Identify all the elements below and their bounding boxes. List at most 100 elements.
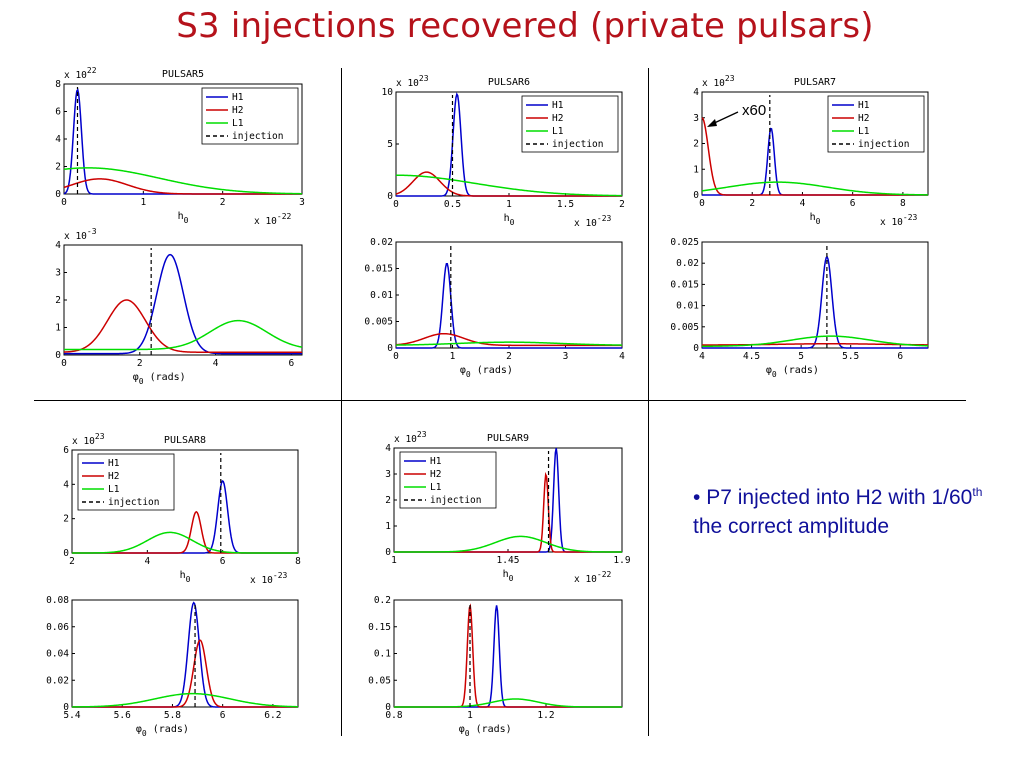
y-tick-label: 0 [387, 191, 393, 202]
x-tick-label: 0 [393, 199, 399, 210]
x-tick-label: 8 [900, 198, 906, 209]
series-l1-curve [396, 174, 623, 197]
x60-annotation: x60 [742, 102, 767, 119]
y-tick-label: 0.02 [676, 258, 699, 269]
y-tick-label: 1 [693, 164, 699, 175]
legend-label-injection: injection [232, 131, 283, 142]
y-tick-label: 0 [385, 702, 391, 713]
y-tick-label: 0.2 [374, 595, 391, 606]
y-tick-label: 10 [382, 87, 394, 98]
note-superscript: th [972, 485, 983, 499]
axes-frame [701, 241, 929, 349]
legend-label-h2: H2 [552, 113, 563, 124]
series-l1-curve [72, 531, 298, 554]
y-tick-label: 4 [693, 87, 699, 98]
series-l1-curve [702, 335, 929, 347]
plot-title: PULSAR7 [794, 77, 836, 88]
y-tick-label: 0 [63, 548, 69, 559]
y-tick-label: 2 [385, 495, 391, 506]
note-text: • P7 injected into H2 with 1/60th the co… [693, 478, 993, 541]
x-tick-label: 6 [850, 198, 856, 209]
y-tick-label: 0 [63, 702, 69, 713]
y-tick-label: 0.04 [46, 649, 69, 660]
x-tick-label: 4.5 [743, 351, 760, 362]
series-h1-curve [72, 601, 298, 708]
legend: H1 H2 L1 injection [827, 95, 925, 153]
x-axis-label: φ0 (rads) [133, 372, 186, 386]
vertical-divider-left [341, 68, 342, 736]
legend-label-h1: H1 [108, 458, 120, 469]
y-tick-label: 8 [55, 79, 61, 90]
legend-label-h1: H1 [552, 100, 564, 111]
series-h1-curve [64, 253, 302, 355]
legend-label-h1: H1 [430, 456, 442, 467]
y-tick-label: 3 [55, 268, 61, 279]
y-tick-label: 2 [55, 162, 61, 173]
axes-frame [71, 599, 299, 708]
legend-label-injection: injection [858, 139, 909, 150]
y-tick-label: 0.025 [670, 237, 699, 248]
series-l1-curve [64, 319, 303, 351]
series-h1-curve [394, 605, 622, 708]
x-tick-label: 1 [140, 197, 146, 208]
x-axis-label: φ0 (rads) [766, 365, 819, 379]
x-axis-label: φ0 (rads) [136, 724, 189, 738]
plot-title: PULSAR6 [488, 77, 530, 88]
x-tick-label: 5.4 [63, 710, 80, 721]
series-l1-curve [394, 698, 622, 708]
series-l1-curve [63, 167, 303, 195]
x-tick-label: 1 [391, 555, 397, 566]
x-tick-label: 1 [506, 199, 512, 210]
y-tick-label: 4 [385, 443, 391, 454]
series-h1-curve [396, 262, 622, 349]
x-tick-label: 4 [699, 351, 705, 362]
y-multiplier: x 1023 [396, 74, 429, 89]
series-l1-curve [701, 181, 929, 196]
x-tick-label: 0 [393, 351, 399, 362]
x-tick-label: 0 [699, 198, 705, 209]
y-tick-label: 0 [55, 350, 61, 361]
x-axis-label: h0 [810, 212, 821, 226]
y-tick-label: 0.005 [364, 317, 393, 328]
x-tick-label: 6 [220, 556, 226, 567]
legend: H1 H2 L1 injection [399, 451, 497, 509]
y-tick-label: 0.05 [368, 675, 391, 686]
plot-title: PULSAR5 [162, 69, 204, 80]
x-tick-label: 3 [563, 351, 569, 362]
y-multiplier: x 10-3 [64, 227, 97, 242]
plot-title: PULSAR8 [164, 435, 206, 446]
x-tick-label: 3 [299, 197, 305, 208]
y-tick-label: 1 [55, 323, 61, 334]
y-tick-label: 5 [387, 139, 393, 150]
series-h2-curve [394, 603, 622, 708]
x-axis-label: h0 [178, 211, 189, 225]
y-tick-label: 6 [63, 445, 69, 456]
y-tick-label: 0.15 [368, 622, 391, 633]
y-tick-label: 0.1 [374, 649, 391, 660]
plot-title: PULSAR9 [487, 433, 529, 444]
x-axis-label: h0 [503, 569, 514, 583]
x-tick-label: 4 [619, 351, 625, 362]
y-tick-label: 3 [385, 469, 391, 480]
x-tick-label: 1.5 [557, 199, 574, 210]
vertical-divider-right [648, 68, 649, 736]
y-tick-label: 0.02 [370, 237, 393, 248]
x-tick-label: 4 [800, 198, 806, 209]
legend: H1 H2 L1 injection [77, 453, 175, 511]
y-tick-label: 1 [385, 521, 391, 532]
x-axis-label: φ0 (rads) [459, 724, 512, 738]
series-h2-curve [63, 299, 302, 353]
legend-label-injection: injection [108, 497, 159, 508]
legend-label-h2: H2 [232, 105, 243, 116]
y-tick-label: 3 [693, 113, 699, 124]
y-tick-label: 4 [63, 479, 69, 490]
y-tick-label: 0.015 [670, 279, 699, 290]
legend-label-injection: injection [552, 139, 603, 150]
x-tick-label: 4 [144, 556, 150, 567]
axes-frame [393, 599, 623, 708]
legend-label-l1: L1 [232, 118, 244, 129]
